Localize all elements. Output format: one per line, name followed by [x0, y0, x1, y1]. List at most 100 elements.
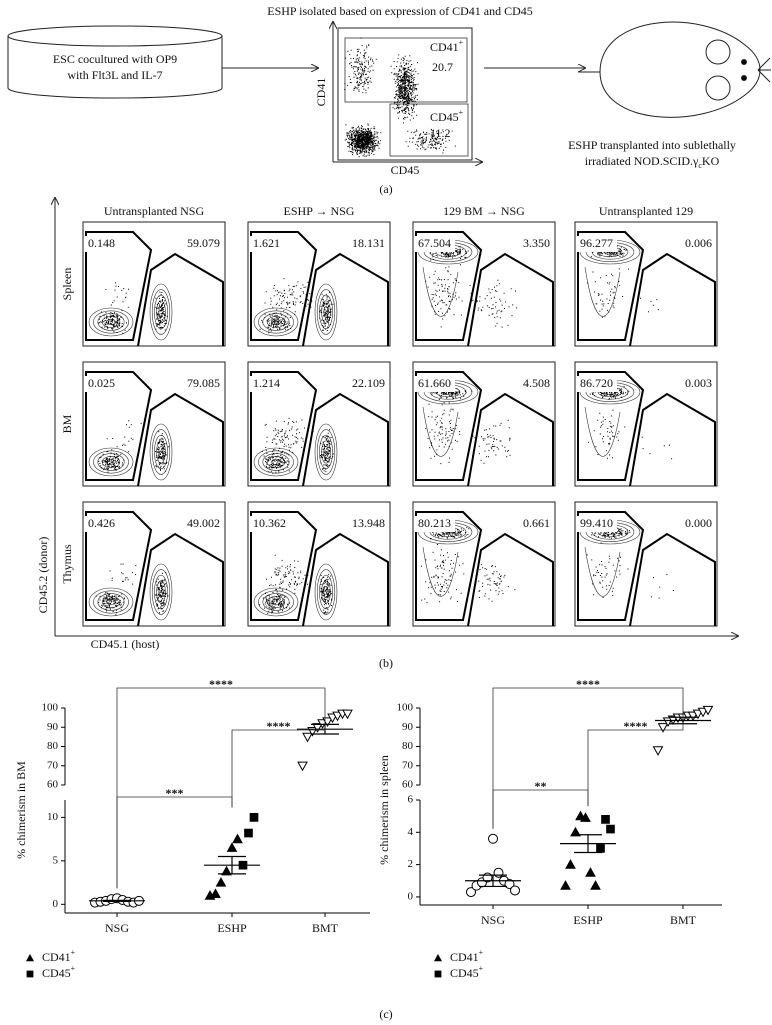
contour: [584, 266, 621, 317]
data-point: [596, 844, 605, 853]
label-bg: [415, 236, 455, 252]
contour: [149, 563, 173, 621]
contours: [253, 563, 338, 621]
data-point: [249, 813, 259, 822]
y-tick-label: 60: [47, 779, 59, 791]
legend-label: CD41+: [450, 948, 484, 964]
y-tick-label: 90: [47, 721, 59, 733]
column-header: Untransplanted NSG: [104, 204, 205, 218]
gate: [85, 231, 153, 341]
data-point: [570, 826, 581, 837]
contour: [314, 283, 338, 341]
label-bg: [505, 376, 551, 392]
label-bg: [505, 236, 551, 252]
caption: (b): [379, 656, 393, 670]
gate: [85, 511, 153, 621]
gate-value: 96.277: [580, 236, 613, 250]
y-tick-label: 10: [47, 811, 59, 823]
data-point: [560, 880, 571, 890]
gate-value: 0.426: [88, 516, 115, 530]
contour: [156, 580, 166, 604]
y-tick-label: 100: [397, 702, 414, 714]
culture-cylinder: [7, 25, 223, 99]
contour: [149, 283, 173, 341]
error-bar: [218, 855, 246, 875]
contour: [97, 453, 125, 471]
legend-text: CD41: [42, 950, 71, 964]
label-bg: [505, 516, 551, 532]
legend-text: CD45: [42, 966, 71, 980]
gate: [137, 392, 224, 487]
y-tick-label: 0: [408, 890, 414, 902]
significance-label: **: [535, 779, 547, 793]
gate-value: 0.025: [88, 376, 115, 390]
label-bg: [667, 516, 713, 532]
gate: [629, 252, 716, 347]
label-bg: [85, 236, 125, 252]
contour: [258, 590, 294, 614]
caption: (a): [379, 182, 392, 196]
axis-label: CD41: [314, 78, 328, 107]
contour: [316, 289, 336, 335]
x-tick-label: BMT: [670, 913, 697, 927]
axis-label: CD45: [391, 163, 420, 177]
label-bg: [175, 516, 221, 532]
significance-label: ****: [267, 719, 291, 733]
label-bg: [577, 516, 617, 532]
gate: [415, 511, 483, 621]
legend-marker: [434, 970, 442, 978]
label-bg: [175, 236, 221, 252]
x-tick-label: BMT: [312, 921, 339, 935]
contour: [253, 307, 299, 337]
y-tick-label: 0: [53, 898, 59, 910]
label-bg: [85, 376, 125, 392]
contour: [258, 310, 294, 334]
data-point: [226, 842, 238, 852]
target-line: irradiated NOD.SCID.γcKO: [585, 154, 720, 170]
axis-label: CD45.1 (host): [91, 637, 160, 651]
data-point: [244, 828, 253, 838]
gate-value: 20.7: [432, 60, 453, 74]
gate: [250, 371, 318, 481]
mouse-ear: [705, 39, 731, 65]
gate-value: 3.350: [523, 236, 550, 250]
y-tick-label: 80: [47, 740, 59, 752]
gate: [467, 252, 554, 347]
significance-label: ***: [166, 786, 184, 800]
contour: [97, 313, 125, 331]
gate: [629, 392, 716, 487]
gate-value: 13.948: [352, 516, 385, 530]
contour: [258, 450, 294, 474]
data-point: [232, 833, 243, 844]
column-header: ESHP → NSG: [284, 204, 355, 218]
y-tick-label: 5: [53, 854, 59, 866]
label-bg: [85, 516, 125, 532]
panel-a-title: ESHP isolated based on expression of CD4…: [267, 4, 533, 18]
data-point: [580, 812, 591, 822]
row-label: Thymus: [60, 544, 74, 584]
x-tick-label: ESHP: [573, 913, 603, 927]
significance-label: ****: [209, 677, 233, 691]
data-point: [221, 865, 232, 876]
gate: [85, 371, 153, 481]
gate-value: 79.085: [187, 376, 220, 390]
dot-cloud: [259, 554, 333, 614]
contour: [262, 593, 290, 611]
gate: [302, 252, 389, 347]
x-tick-label: NSG: [481, 913, 505, 927]
contour: [93, 590, 129, 614]
mouse-eye: [741, 75, 747, 81]
label-bg: [175, 376, 221, 392]
gate-value: 99.410: [580, 516, 613, 530]
legend-label: CD41+: [42, 948, 76, 964]
y-tick-label: 70: [47, 759, 59, 771]
gate-value: 49.002: [187, 516, 220, 530]
legend-sup: +: [71, 948, 76, 957]
y-tick-label: 80: [402, 740, 414, 752]
y-tick-label: 6: [408, 794, 414, 806]
legend-label: CD45+: [42, 964, 76, 980]
gate-value: 0.006: [685, 236, 712, 250]
legend-sup: +: [479, 948, 484, 957]
legend-marker: [26, 954, 34, 962]
error-bar: [103, 899, 131, 902]
